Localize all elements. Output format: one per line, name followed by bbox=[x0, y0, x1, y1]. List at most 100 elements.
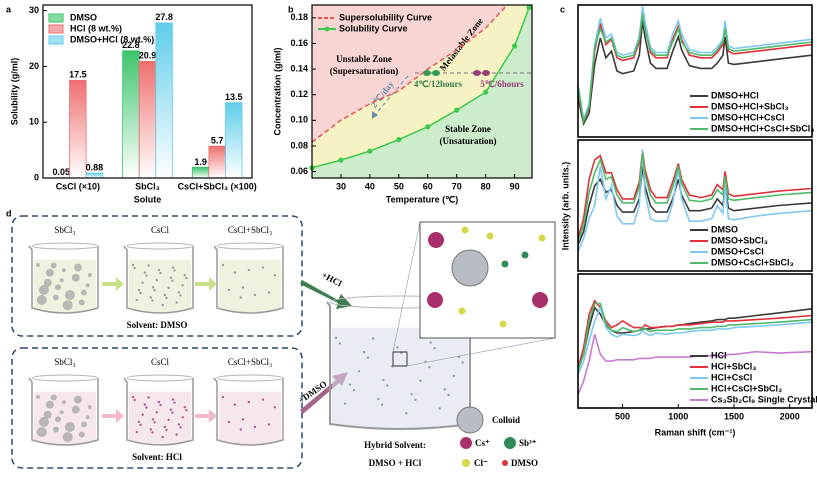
legend-label: DMSO+HCl (8 wt.%) bbox=[70, 34, 154, 44]
cl-ion bbox=[486, 232, 494, 240]
particle bbox=[157, 268, 161, 272]
particle bbox=[43, 278, 52, 287]
particle bbox=[133, 398, 136, 402]
beaker-rim bbox=[216, 242, 284, 250]
series-line bbox=[577, 20, 813, 127]
particle bbox=[157, 400, 161, 404]
particle bbox=[253, 293, 257, 297]
legend-label: HCl+CsCl+SbCl₃ bbox=[711, 383, 782, 393]
y-tick-label: 0.14 bbox=[290, 63, 308, 73]
particle bbox=[386, 384, 389, 387]
item-label: SbCl₃ bbox=[54, 225, 75, 235]
value-label: 0.88 bbox=[86, 162, 104, 172]
x-tick-label: 40 bbox=[365, 181, 375, 191]
particle bbox=[428, 366, 431, 369]
x-tick-label: 30 bbox=[336, 181, 346, 191]
item-label: CsCl bbox=[151, 357, 170, 367]
particle bbox=[433, 346, 436, 350]
particle bbox=[87, 273, 92, 278]
x-tick-label: SbCl₃ bbox=[135, 181, 160, 191]
legend-label: DMSO+CsCl bbox=[711, 246, 764, 256]
particle bbox=[161, 435, 164, 439]
annotation: (Supersaturation) bbox=[330, 66, 399, 76]
panel-label: a bbox=[6, 4, 12, 14]
particle bbox=[147, 396, 150, 399]
particle bbox=[131, 395, 135, 399]
stable-zone bbox=[312, 5, 532, 178]
beaker bbox=[123, 245, 194, 314]
particle bbox=[38, 284, 49, 295]
particle bbox=[181, 416, 184, 419]
panel-label: c bbox=[560, 4, 565, 14]
value-label: 1.9 bbox=[194, 157, 207, 167]
x-tick-label: 90 bbox=[510, 181, 520, 191]
particle bbox=[410, 392, 413, 396]
annotation: Stable Zone bbox=[445, 124, 491, 134]
x-tick-label: 1500 bbox=[724, 411, 744, 421]
particle bbox=[173, 269, 176, 272]
legend-label: HCl+SbCl₃ bbox=[711, 361, 756, 371]
series-line bbox=[311, 5, 507, 143]
particle bbox=[71, 405, 80, 414]
particle bbox=[343, 402, 347, 405]
y-tick-label: 0.16 bbox=[290, 38, 308, 48]
particle bbox=[135, 430, 138, 434]
particle bbox=[131, 263, 135, 267]
y-axis-label: Concentration (g/ml) bbox=[272, 48, 282, 136]
y-tick-label: 0.06 bbox=[290, 166, 308, 176]
particle bbox=[334, 336, 338, 340]
series-line bbox=[577, 302, 813, 371]
point bbox=[526, 4, 532, 11]
particle bbox=[241, 286, 245, 289]
legend-label: Colloid bbox=[492, 415, 520, 425]
beaker-rim bbox=[126, 374, 194, 382]
bar bbox=[155, 22, 173, 179]
legend-cl bbox=[462, 459, 470, 467]
annotation: Unstable Zone bbox=[336, 54, 392, 64]
cl-ion bbox=[461, 226, 469, 234]
x-tick-label: 50 bbox=[394, 181, 404, 191]
item-label: CsCl bbox=[151, 225, 170, 235]
particle bbox=[233, 403, 237, 406]
particle bbox=[362, 350, 366, 354]
particle bbox=[175, 433, 178, 436]
legend-label: Cs₃Sb₂Cl₉ Single Crystal bbox=[711, 394, 817, 404]
beaker bbox=[28, 377, 99, 446]
particle bbox=[71, 273, 80, 282]
legend-label: DMSO bbox=[511, 458, 538, 468]
beaker-liquid bbox=[219, 391, 281, 445]
plot-frame bbox=[577, 273, 813, 409]
y-tick-label: 0.08 bbox=[290, 140, 308, 150]
particle bbox=[267, 291, 271, 294]
cl-ion bbox=[538, 234, 546, 242]
particle bbox=[80, 421, 87, 428]
cl-ion bbox=[499, 320, 507, 328]
value-label: 27.8 bbox=[155, 12, 173, 22]
particle bbox=[85, 283, 90, 288]
particle bbox=[36, 263, 40, 268]
x-tick-label: 60 bbox=[423, 181, 433, 191]
particle bbox=[382, 378, 385, 382]
legend-label: DMSO+HCl bbox=[711, 90, 759, 100]
particle bbox=[59, 410, 64, 415]
plot-frame bbox=[577, 4, 813, 138]
y-axis-label: Solubility (g/ml) bbox=[9, 58, 19, 126]
point bbox=[425, 124, 431, 130]
cl-ion bbox=[458, 307, 466, 315]
legend-label: HCl bbox=[711, 350, 727, 360]
particle bbox=[137, 420, 141, 424]
particle bbox=[149, 296, 153, 299]
x-tick-label: 70 bbox=[452, 181, 462, 191]
particle bbox=[233, 271, 237, 274]
colloid bbox=[451, 249, 489, 287]
particle bbox=[429, 341, 432, 344]
particle bbox=[80, 289, 87, 296]
step-arrow bbox=[102, 409, 124, 423]
annotation: (Unsaturation) bbox=[439, 136, 496, 146]
panel-label: d bbox=[6, 208, 12, 218]
legend-dmso bbox=[502, 460, 508, 466]
solvent-label: Solvent: DMSO bbox=[127, 320, 188, 330]
particle bbox=[137, 288, 141, 292]
particle bbox=[348, 383, 352, 386]
